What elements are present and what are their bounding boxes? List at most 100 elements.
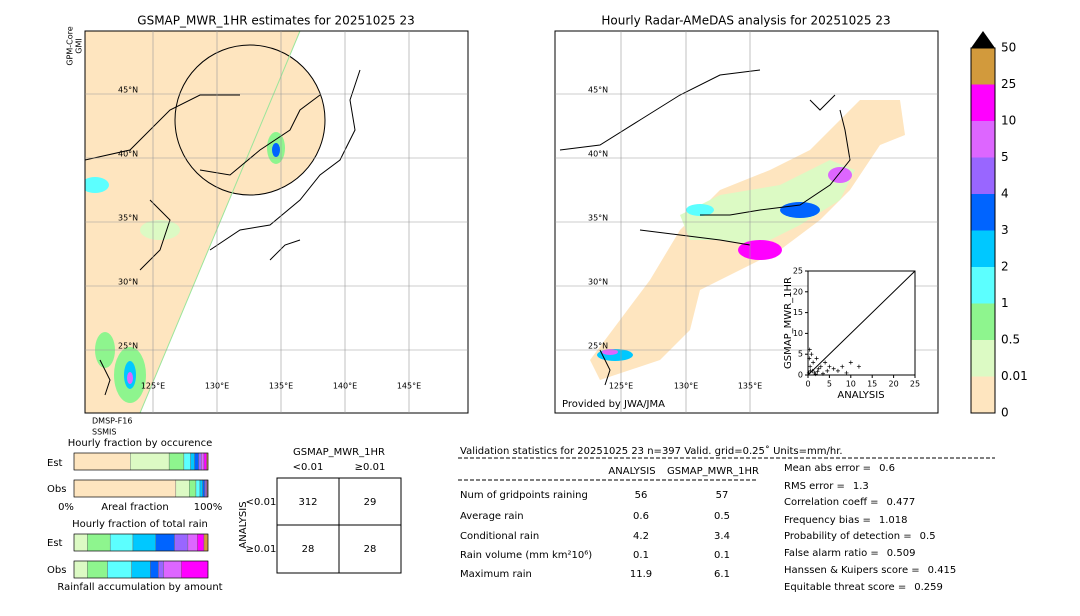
- lon-label: 125°E: [141, 382, 165, 391]
- point: [814, 356, 819, 361]
- stat-label: Maximum rain: [460, 569, 532, 580]
- stat-value: 0.6: [633, 511, 649, 522]
- point: [831, 366, 836, 371]
- sensor-label: DMSP-F16: [92, 417, 132, 426]
- total-rain-footer: Rainfall accumulation by amount: [57, 582, 222, 593]
- row-label: Obs: [47, 484, 66, 495]
- score-label: Mean abs error =: [784, 463, 871, 474]
- x-tick-label: 25: [910, 380, 920, 389]
- cell: 28: [364, 544, 377, 555]
- score-value: 0.415: [928, 565, 957, 576]
- score-label: RMS error =: [784, 481, 845, 492]
- lon-label: 140°E: [333, 382, 357, 391]
- axis-label: 100%: [194, 502, 223, 513]
- colorbar-segment: [971, 230, 995, 267]
- sensor-label: GMI: [75, 38, 84, 53]
- score-value: 0.477: [887, 497, 916, 508]
- axis-label: 0%: [58, 502, 74, 513]
- y-tick-label: 5: [798, 350, 803, 359]
- occurrence-title: Hourly fraction by occurence: [68, 438, 212, 449]
- row-label: <0.01: [246, 497, 277, 508]
- point: [807, 347, 812, 352]
- fraction-segment: [130, 452, 170, 471]
- fraction-segment: [204, 479, 207, 498]
- score-value: 0.6: [879, 463, 895, 474]
- stat-value: 0.5: [714, 511, 730, 522]
- point: [820, 371, 825, 376]
- stat-value: 0.1: [714, 550, 730, 561]
- stat-label: Average rain: [460, 511, 524, 522]
- total-rain-title: Hourly fraction of total rain: [72, 519, 208, 530]
- x-axis-label: ANALYSIS: [837, 390, 884, 401]
- stat-label: Num of gridpoints raining: [460, 490, 588, 501]
- fraction-segment: [189, 479, 197, 498]
- axis-label: Areal fraction: [101, 502, 168, 513]
- colorbar-segment: [971, 267, 995, 304]
- fraction-segment: [175, 479, 190, 498]
- diagonal: [807, 270, 916, 376]
- col-label: ≥0.01: [355, 462, 386, 473]
- x-tick-label: 0: [805, 380, 810, 389]
- fraction-segment: [131, 560, 151, 579]
- lat-label: 30°N: [118, 278, 138, 287]
- sensor-label: GPM-Core: [66, 26, 75, 65]
- right-map-title: Hourly Radar-AMeDAS analysis for 2025102…: [601, 14, 890, 28]
- lat-label: 45°N: [118, 86, 138, 95]
- fraction-segment: [198, 452, 202, 471]
- point: [823, 360, 828, 365]
- left-map-title: GSMAP_MWR_1HR estimates for 20251025 23: [137, 14, 414, 28]
- fraction-segment: [180, 560, 209, 579]
- col-header: GSMAP_MWR_1HR: [667, 466, 759, 477]
- table-title: GSMAP_MWR_1HR: [293, 447, 385, 458]
- score-value: 0.259: [914, 582, 943, 593]
- x-tick-label: 5: [827, 380, 832, 389]
- score-label: Equitable threat score =: [784, 582, 906, 593]
- row-label: ≥0.01: [246, 544, 277, 555]
- colorbar-label: 5: [1001, 150, 1009, 164]
- stat-value: 4.2: [633, 531, 649, 542]
- row-title: ANALYSIS: [238, 501, 249, 548]
- lat-label: 25°N: [588, 342, 608, 351]
- point: [807, 356, 812, 361]
- fraction-segment: [107, 560, 132, 579]
- lon-label: 130°E: [674, 382, 698, 391]
- point: [806, 370, 811, 375]
- colorbar-label: 50: [1001, 41, 1016, 55]
- point: [818, 364, 823, 369]
- colorbar-label: 0.5: [1001, 333, 1020, 347]
- point: [815, 369, 820, 374]
- stat-value: 57: [716, 490, 729, 501]
- lat-label: 25°N: [118, 342, 138, 351]
- colorbar-label: 10: [1001, 114, 1016, 128]
- lon-label: 135°E: [738, 382, 762, 391]
- fraction-segment: [87, 533, 111, 552]
- colorbar-segment: [971, 303, 995, 340]
- colorbar-label: 4: [1001, 187, 1009, 201]
- lon-label: 135°E: [269, 382, 293, 391]
- point: [827, 364, 832, 369]
- fraction-segment: [73, 533, 88, 552]
- stat-label: Rain volume (mm km²10⁶): [460, 550, 592, 561]
- fraction-segment: [73, 560, 88, 579]
- point: [809, 352, 814, 357]
- bar-frame: [73, 452, 209, 471]
- point: [816, 366, 821, 371]
- fraction-segment: [174, 533, 189, 552]
- score-label: Hanssen & Kuipers score =: [784, 565, 920, 576]
- colorbar-frame: [970, 47, 996, 414]
- colorbar-segment: [971, 48, 995, 85]
- row-label: Est: [47, 458, 63, 469]
- colorbar-extend: [971, 31, 995, 48]
- fraction-segment: [202, 479, 205, 498]
- lat-label: 40°N: [118, 150, 138, 159]
- colorbar-label: 3: [1001, 223, 1009, 237]
- bar-frame: [73, 533, 209, 552]
- score-value: 1.018: [879, 515, 908, 526]
- point: [848, 360, 853, 365]
- colorbar-segment: [971, 157, 995, 194]
- colorbar-label: 0: [1001, 406, 1009, 420]
- col-header: ANALYSIS: [608, 466, 655, 477]
- score-value: 1.3: [853, 481, 869, 492]
- row-label: Obs: [47, 565, 66, 576]
